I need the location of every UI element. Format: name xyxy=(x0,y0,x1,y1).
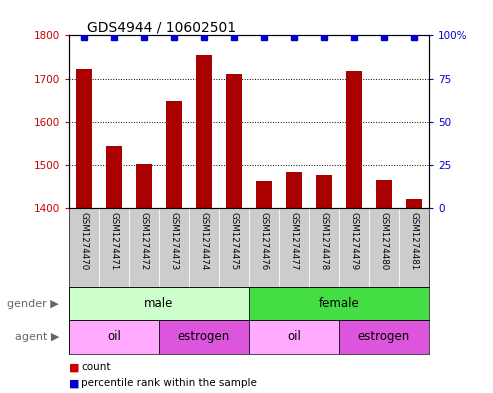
Bar xyxy=(159,208,189,287)
Bar xyxy=(196,55,212,208)
Bar xyxy=(316,175,332,208)
Bar xyxy=(376,180,392,208)
Text: GSM1274478: GSM1274478 xyxy=(319,212,328,270)
Bar xyxy=(249,208,279,287)
Text: ■: ■ xyxy=(69,362,83,373)
Text: GDS4944 / 10602501: GDS4944 / 10602501 xyxy=(87,20,236,34)
Bar xyxy=(159,320,249,354)
Bar xyxy=(339,208,369,287)
Text: percentile rank within the sample: percentile rank within the sample xyxy=(81,378,257,388)
Text: GSM1274477: GSM1274477 xyxy=(289,212,298,270)
Bar xyxy=(69,320,159,354)
Bar xyxy=(369,208,399,287)
Bar xyxy=(166,101,182,208)
Bar xyxy=(249,287,429,320)
Bar xyxy=(256,181,272,208)
Bar xyxy=(346,71,362,208)
Text: GSM1274471: GSM1274471 xyxy=(109,212,118,270)
Text: ■: ■ xyxy=(69,378,83,388)
Text: count: count xyxy=(81,362,111,373)
Bar xyxy=(286,172,302,208)
Text: oil: oil xyxy=(287,331,301,343)
Bar xyxy=(406,199,422,208)
Bar xyxy=(189,208,219,287)
Bar xyxy=(309,208,339,287)
Text: GSM1274480: GSM1274480 xyxy=(380,212,388,270)
Text: GSM1274473: GSM1274473 xyxy=(170,212,178,270)
Bar xyxy=(249,320,339,354)
Bar xyxy=(226,74,242,208)
Text: GSM1274470: GSM1274470 xyxy=(79,212,89,270)
Bar xyxy=(69,287,249,320)
Bar xyxy=(99,208,129,287)
Bar xyxy=(339,320,429,354)
Bar xyxy=(399,208,429,287)
Text: gender ▶: gender ▶ xyxy=(7,299,59,309)
Bar xyxy=(69,208,99,287)
Text: GSM1274481: GSM1274481 xyxy=(409,212,419,270)
Text: male: male xyxy=(144,297,174,310)
Text: female: female xyxy=(318,297,359,310)
Text: GSM1274475: GSM1274475 xyxy=(229,212,239,270)
Text: estrogen: estrogen xyxy=(178,331,230,343)
Bar xyxy=(136,164,152,208)
Text: GSM1274479: GSM1274479 xyxy=(350,212,358,270)
Bar xyxy=(106,145,122,208)
Bar xyxy=(279,208,309,287)
Bar xyxy=(219,208,249,287)
Bar xyxy=(129,208,159,287)
Text: GSM1274474: GSM1274474 xyxy=(200,212,209,270)
Text: GSM1274472: GSM1274472 xyxy=(140,212,148,270)
Text: agent ▶: agent ▶ xyxy=(15,332,59,342)
Bar xyxy=(76,69,92,208)
Text: estrogen: estrogen xyxy=(358,331,410,343)
Text: oil: oil xyxy=(107,331,121,343)
Text: GSM1274476: GSM1274476 xyxy=(259,212,269,270)
